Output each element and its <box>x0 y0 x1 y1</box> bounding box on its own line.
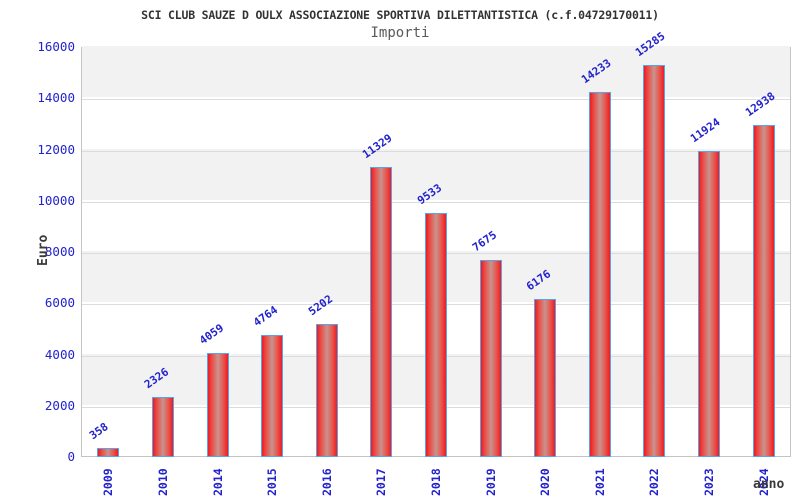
x-tick-label: 2009 <box>101 468 116 496</box>
x-tick-label: 2016 <box>319 468 334 496</box>
grid-band <box>82 46 790 98</box>
bar <box>588 92 611 457</box>
chart-title: SCI CLUB SAUZE D OULX ASSOCIAZIONE SPORT… <box>141 8 659 22</box>
x-tick-label: 2021 <box>592 468 607 496</box>
y-tick-label: 6000 <box>44 295 75 311</box>
gridline <box>82 201 790 203</box>
x-tick-label: 2020 <box>538 468 553 496</box>
y-axis-label: Euro <box>36 234 51 266</box>
bar <box>261 334 284 457</box>
bar <box>425 212 447 457</box>
bar <box>752 125 775 457</box>
bar <box>643 65 666 457</box>
x-tick-label: 2010 <box>155 468 170 496</box>
x-tick-label: 2019 <box>483 468 498 496</box>
x-tick-label: 2015 <box>265 468 280 496</box>
gridline <box>82 150 790 152</box>
x-axis-label: anno <box>753 477 785 492</box>
grid-band <box>82 97 790 149</box>
y-tick-label: 0 <box>67 449 75 464</box>
bar <box>206 352 229 457</box>
chart-subtitle: Importi <box>370 25 430 41</box>
y-tick-label: 10000 <box>37 192 75 208</box>
bar <box>534 298 557 457</box>
y-tick-label: 12000 <box>37 141 75 157</box>
x-tick-label: 2023 <box>702 468 717 496</box>
y-tick-label: 4000 <box>44 346 75 362</box>
x-tick-label: 2022 <box>647 468 662 496</box>
plot-area <box>81 46 791 457</box>
x-tick-label: 2017 <box>374 468 389 496</box>
bar <box>370 166 393 457</box>
bar <box>97 447 120 457</box>
x-tick-label: 2018 <box>429 468 443 496</box>
y-tick-label: 16000 <box>37 39 75 54</box>
y-tick-label: 2000 <box>44 397 75 413</box>
y-tick-label: 14000 <box>37 90 75 106</box>
y-tick-label: 8000 <box>44 244 75 259</box>
gridline <box>82 99 790 101</box>
bar <box>698 151 721 457</box>
bar <box>479 260 502 457</box>
x-tick-label: 2014 <box>210 468 225 496</box>
bar <box>151 397 174 457</box>
grid-band <box>82 148 790 200</box>
bar <box>315 323 338 457</box>
